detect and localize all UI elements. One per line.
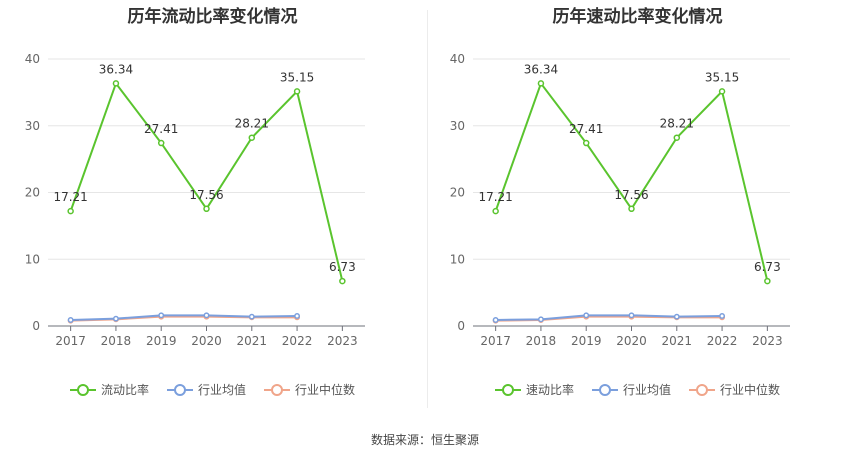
data-label: 36.34 [524,62,558,76]
legend-item[interactable]: 行业中位数 [264,381,355,398]
data-point[interactable] [537,80,545,87]
data-point[interactable] [203,205,210,213]
chart-legend: 流动比率 行业均值 行业中位数 [0,381,425,398]
legend-item[interactable]: 流动比率 [69,381,149,398]
data-point[interactable] [248,313,255,320]
data-point[interactable] [492,207,499,215]
x-tick-label: 2020 [616,334,647,348]
data-point[interactable] [582,139,590,147]
x-tick-label: 2018 [526,334,557,348]
data-label: 36.34 [99,62,133,76]
y-tick-label: 30 [450,119,465,133]
series-line [69,81,344,282]
x-tick-label: 2022 [707,334,738,348]
legend-marker-icon [166,383,193,396]
series-line [494,81,769,282]
data-point[interactable] [673,313,680,320]
chart-legend: 速动比率 行业均值 行业中位数 [425,381,850,398]
data-point[interactable] [157,139,165,147]
legend-label: 行业中位数 [295,383,356,397]
data-point[interactable] [112,80,120,87]
x-tick-label: 2018 [101,334,132,348]
y-tick-label: 0 [32,319,40,333]
data-label: 6.73 [754,260,781,274]
y-tick-label: 40 [25,52,40,66]
y-tick-label: 10 [450,252,465,266]
x-tick-label: 2020 [191,334,222,348]
data-point[interactable] [293,88,301,95]
y-tick-label: 20 [450,186,465,200]
data-label: 28.21 [235,117,269,131]
series-line [495,314,723,321]
data-point[interactable] [719,313,726,319]
x-tick-label: 2017 [480,334,511,348]
legend-item[interactable]: 行业中位数 [689,381,780,398]
legend-label: 流动比率 [100,383,149,397]
legend-marker-icon [69,383,96,396]
data-point[interactable] [492,317,499,323]
y-tick-label: 20 [25,186,40,200]
data-label: 17.56 [614,188,648,202]
x-tick-label: 2021 [662,334,693,348]
quick-ratio-plot: 0 10 20 30 40 2017 2018 2019 2020 2021 2022 2023 17.… [450,52,790,348]
data-point[interactable] [67,207,74,215]
x-tick-label: 2023 [327,334,358,348]
data-point[interactable] [628,312,635,319]
y-tick-label: 30 [25,119,40,133]
legend-label: 行业中位数 [720,383,781,397]
data-point[interactable] [158,312,165,319]
legend-label: 行业均值 [197,383,246,397]
data-label: 17.21 [53,190,87,204]
data-point[interactable] [67,317,74,323]
x-tick-label: 2019 [146,334,177,348]
data-point[interactable] [718,88,726,95]
data-label: 27.41 [144,122,178,136]
x-tick-label: 2023 [752,334,783,348]
y-tick-label: 10 [25,252,40,266]
legend-item[interactable]: 行业均值 [166,381,246,398]
data-source: 数据来源：恒生聚源 [370,433,479,447]
legend-item[interactable]: 速动比率 [494,381,574,398]
data-point[interactable] [112,315,119,322]
data-point[interactable] [764,277,771,285]
legend-label: 行业均值 [622,383,671,397]
data-label: 17.21 [478,190,512,204]
data-point[interactable] [673,134,681,141]
legend-marker-icon [264,383,290,396]
panel-divider [427,10,428,408]
legend-label: 速动比率 [525,383,574,397]
x-tick-label: 2019 [571,334,602,348]
x-tick-label: 2021 [237,334,268,348]
data-label: 35.15 [705,70,739,84]
data-label: 6.73 [329,260,356,274]
legend-marker-icon [591,383,618,396]
data-point[interactable] [583,312,590,319]
current-ratio-chart: 历年流动比率变化情况 0 10 20 30 40 2017 2018 2019 2020 2021… [0,0,425,420]
series-line [70,314,298,321]
legend-item[interactable]: 行业均值 [591,381,671,398]
data-label: 28.21 [660,117,694,131]
data-point[interactable] [339,277,346,285]
data-point[interactable] [203,312,210,319]
data-point[interactable] [537,316,544,323]
data-label: 27.41 [569,122,603,136]
x-tick-label: 2017 [55,334,86,348]
chart-title: 历年流动比率变化情况 [127,7,298,27]
chart-title: 历年速动比率变化情况 [552,7,723,27]
legend-marker-icon [494,383,521,396]
data-point[interactable] [294,313,301,319]
x-tick-label: 2022 [282,334,313,348]
data-point[interactable] [248,134,256,141]
y-tick-label: 40 [450,52,465,66]
quick-ratio-chart: 历年速动比率变化情况 0 10 20 30 40 2017 2018 2019 2020 2021… [425,0,850,420]
data-point[interactable] [628,205,635,213]
data-label: 35.15 [280,70,314,84]
data-label: 17.56 [189,188,223,202]
legend-marker-icon [689,383,715,396]
y-tick-label: 0 [457,319,465,333]
current-ratio-plot: 0 10 20 30 40 2017 2018 2019 2020 2021 2022 2023 17.… [25,52,365,348]
